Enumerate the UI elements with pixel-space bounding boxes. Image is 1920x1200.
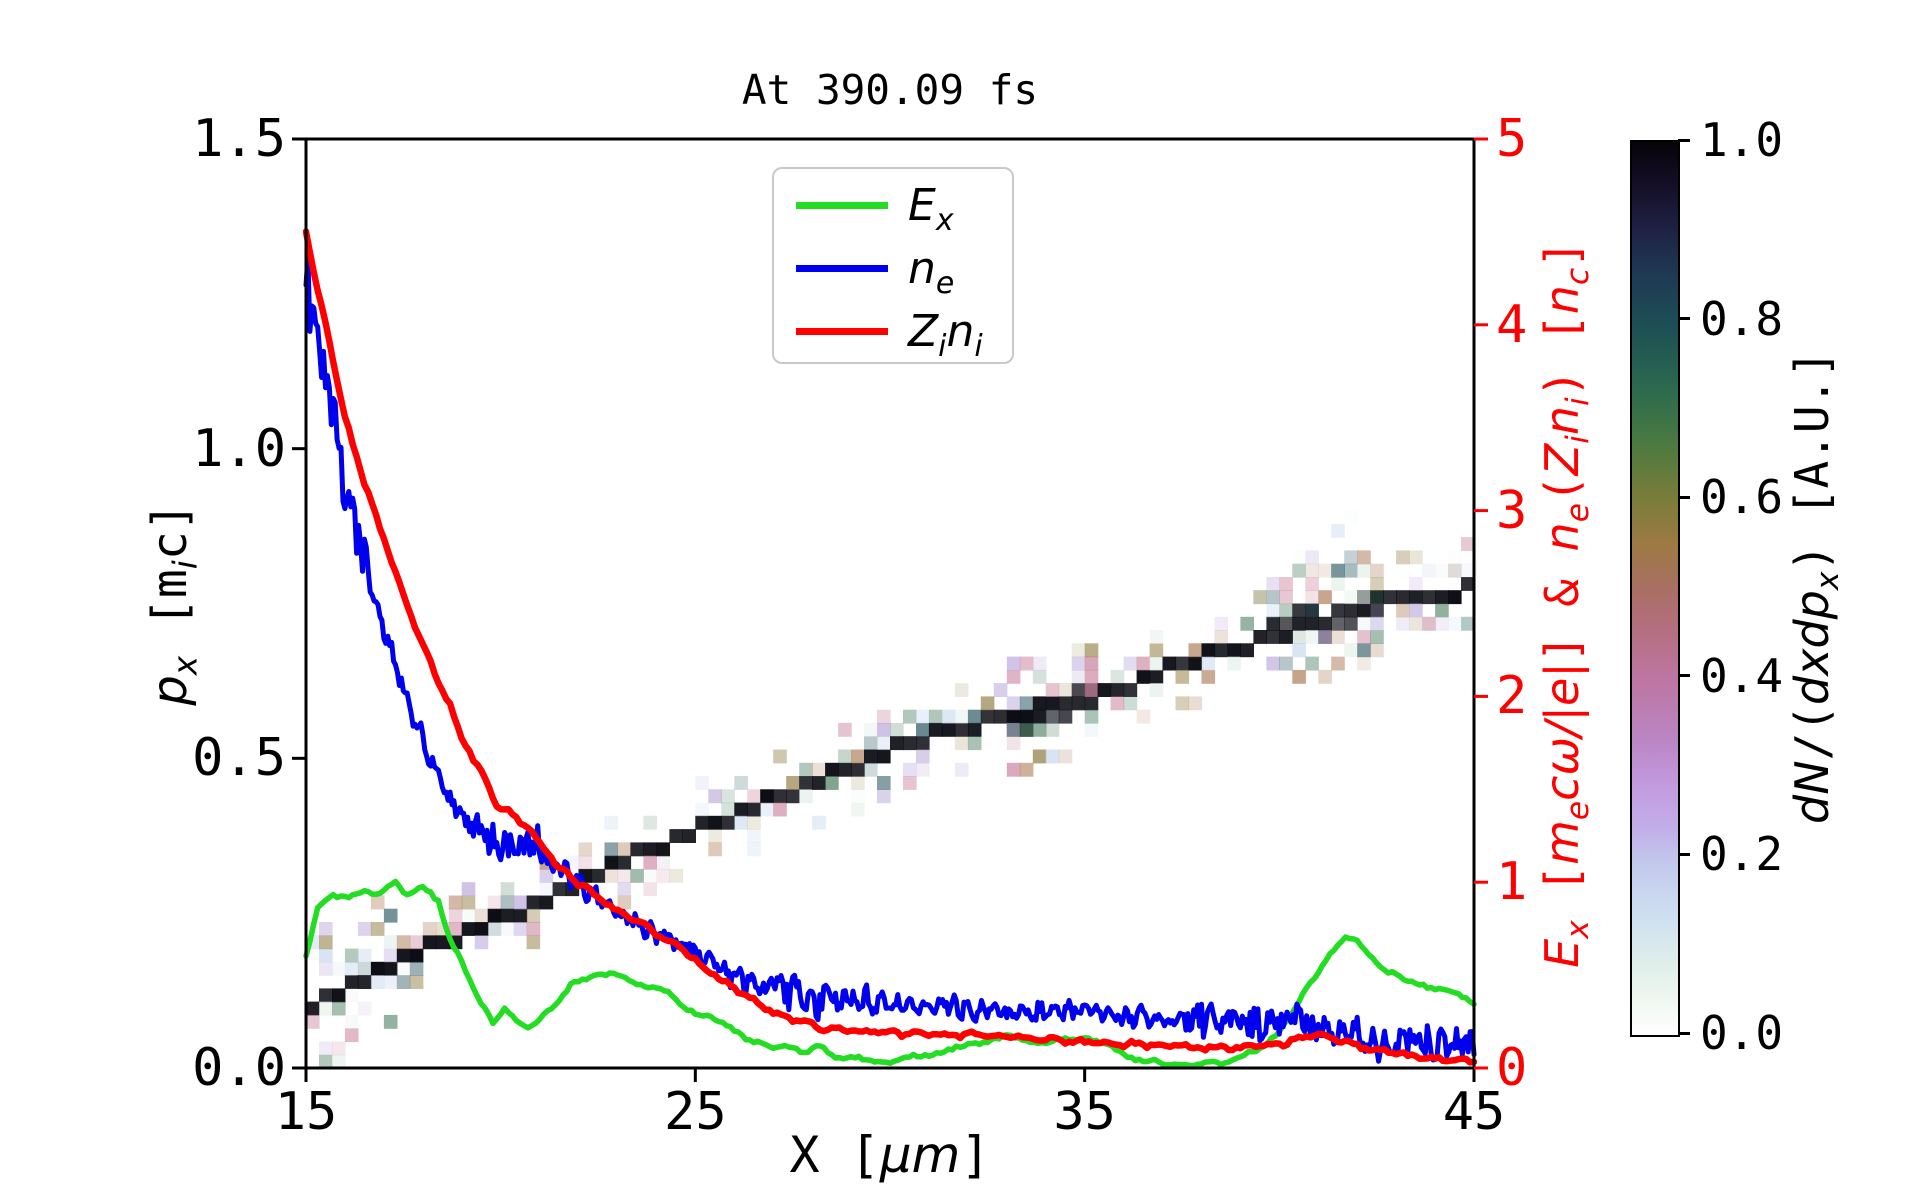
y-right-tick-label-0: 0 — [1496, 1038, 1528, 1098]
colorbar-tick-label-0.4: 0.4 — [1700, 648, 1784, 703]
y-left-tick-label-1.5: 1.5 — [192, 109, 286, 169]
y-right-tick-label-3: 3 — [1496, 480, 1528, 541]
colorbar-tick — [1678, 495, 1690, 499]
legend-swatch-Ex — [796, 202, 888, 209]
legend-label-ne: ne — [908, 243, 955, 301]
x-axis-label: X [μm] — [789, 1126, 991, 1184]
colorbar-tick-label-0.2: 0.2 — [1700, 827, 1784, 882]
colorbar-tick — [1678, 674, 1690, 678]
colorbar-tick — [1678, 852, 1690, 856]
x-tick-label-25: 25 — [664, 1082, 727, 1142]
colorbar — [1630, 140, 1680, 1037]
x-tick-label-35: 35 — [1053, 1082, 1116, 1142]
legend-label-Ex: Ex — [908, 180, 954, 238]
legend-entry-Zini: Zini — [774, 300, 1012, 363]
legend-entry-Ex: Ex — [774, 174, 1012, 237]
legend-swatch-Zini — [796, 328, 888, 335]
series-line-Zini — [303, 228, 1477, 1066]
y-right-tick-label-4: 4 — [1496, 294, 1528, 355]
legend: Ex ne Zini — [772, 167, 1014, 364]
y-right-tick-label-1: 1 — [1496, 852, 1528, 913]
colorbar-label: dN/(dxdpx) [A.U.] — [1785, 349, 1847, 824]
y-right-tick-label-5: 5 — [1496, 109, 1528, 169]
y-left-tick-label-0.0: 0.0 — [192, 1038, 286, 1098]
colorbar-tick-label-1.0: 1.0 — [1700, 113, 1784, 167]
plot-title: At 390.09 fs — [741, 66, 1039, 114]
colorbar-tick — [1678, 138, 1690, 142]
series-lines — [303, 228, 1477, 1069]
colorbar-tick — [1678, 1031, 1690, 1035]
axes-spines-and-ticks — [292, 137, 1488, 1082]
y-right-tick-label-2: 2 — [1496, 666, 1528, 727]
colorbar-tick-label-0.8: 0.8 — [1700, 291, 1784, 346]
y-left-tick-label-0.5: 0.5 — [192, 728, 286, 789]
y-axis-left-label: px [mic] — [142, 501, 205, 706]
x-tick-label-15: 15 — [274, 1082, 338, 1142]
legend-entry-ne: ne — [774, 237, 1012, 300]
series-line-ne — [303, 254, 1477, 1064]
colorbar-tick-label-0.6: 0.6 — [1700, 470, 1784, 525]
legend-swatch-ne — [796, 265, 888, 272]
y-axis-right-label: Ex [mecω/|e|] & ne(Zini) [nc] — [1535, 239, 1597, 968]
legend-label-Zini: Zini — [908, 306, 983, 364]
colorbar-tick — [1678, 317, 1690, 321]
x-tick-label-45: 45 — [1442, 1082, 1506, 1142]
y-left-tick-label-1.0: 1.0 — [192, 418, 286, 479]
colorbar-tick-label-0.0: 0.0 — [1700, 1006, 1784, 1060]
